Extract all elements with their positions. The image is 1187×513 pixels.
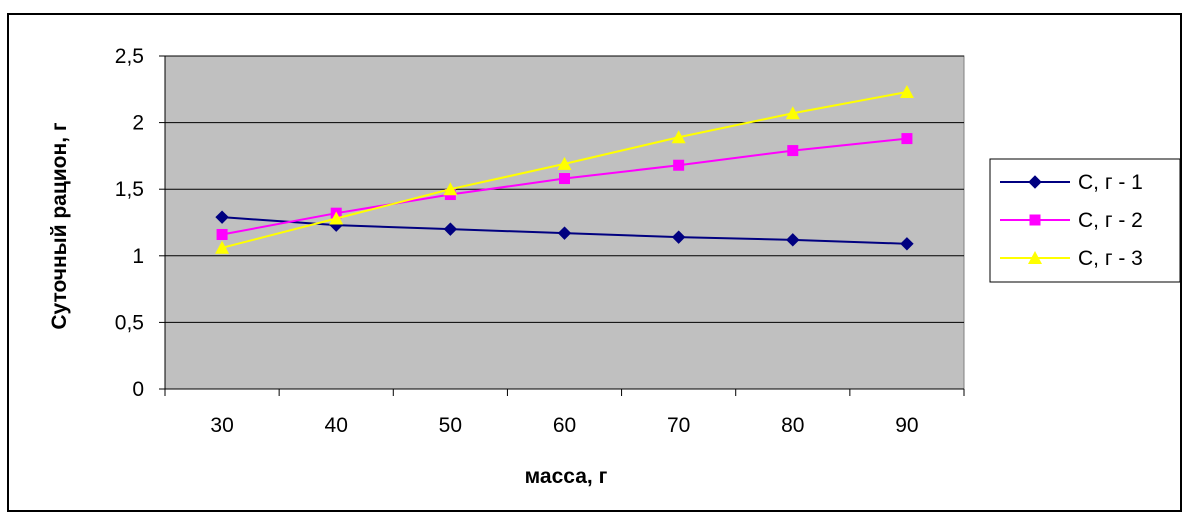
series-layer [215, 84, 914, 254]
data-point [671, 230, 686, 244]
data-point [215, 240, 230, 254]
x-tick-label: 50 [439, 414, 462, 437]
data-point [785, 106, 800, 120]
x-tick-label: 70 [667, 414, 690, 437]
y-tick-label: 2,5 [115, 45, 144, 68]
x-tick-labels: 30 40 50 60 70 80 90 [210, 414, 918, 437]
y-axis-title: Суточный рацион, г [48, 122, 71, 329]
legend-marker [1029, 214, 1041, 226]
legend-marker [1028, 175, 1042, 189]
legend-label: С, г - 1 [1078, 171, 1143, 194]
legend-marker [1028, 251, 1042, 264]
legend-label: С, г - 2 [1078, 209, 1143, 232]
data-point [559, 173, 570, 185]
axes [159, 55, 965, 396]
x-tick-label: 30 [210, 414, 233, 437]
x-tick-label: 90 [895, 414, 918, 437]
x-axis-title: масса, г [525, 465, 608, 488]
data-point [443, 222, 458, 236]
data-point [557, 156, 572, 170]
series-3 [215, 84, 914, 254]
legend-entry-1: С, г - 1 [1000, 171, 1143, 194]
legend-entry-2: С, г - 2 [1000, 209, 1143, 232]
data-point [557, 226, 572, 240]
series-1 [215, 210, 914, 251]
data-point [786, 233, 800, 247]
data-point [787, 145, 799, 157]
data-point [673, 159, 685, 171]
data-point [900, 237, 914, 251]
x-tick-label: 80 [781, 414, 804, 437]
y-tick-label: 1 [132, 245, 144, 268]
grid-lines [165, 55, 964, 323]
data-point [443, 182, 458, 196]
data-point [901, 133, 913, 145]
x-tick-label: 40 [325, 414, 348, 437]
legend-entry-3: С, г - 3 [1000, 247, 1143, 270]
data-point [899, 84, 914, 98]
x-tick-label: 60 [553, 414, 576, 437]
y-tick-labels: 0 0,5 1 1,5 2 2,5 [115, 45, 144, 401]
y-tick-label: 0 [132, 378, 144, 401]
legend-label: С, г - 3 [1078, 247, 1143, 270]
y-tick-label: 2 [132, 112, 144, 135]
data-point [671, 130, 686, 144]
legend: С, г - 1 С, г - 2 С, г - 3 [989, 158, 1181, 283]
data-point [215, 210, 229, 224]
data-point [216, 228, 228, 240]
data-point [329, 211, 344, 225]
y-tick-label: 1,5 [115, 178, 144, 201]
y-tick-label: 0,5 [115, 311, 144, 334]
